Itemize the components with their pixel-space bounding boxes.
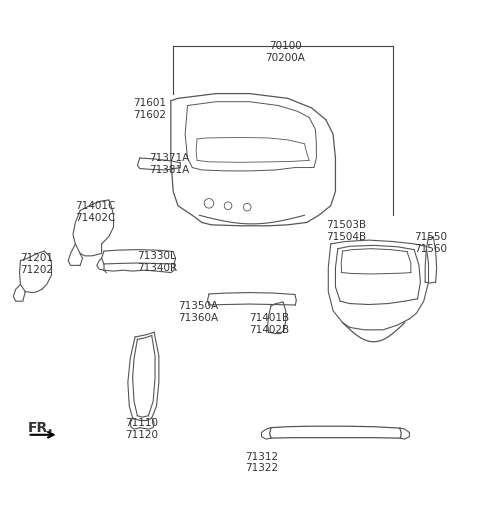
Text: 71401C
71402C: 71401C 71402C [75, 201, 116, 222]
Text: 70100
70200A: 70100 70200A [265, 41, 305, 63]
Text: 71350A
71360A: 71350A 71360A [178, 301, 218, 323]
Text: 71550
71560: 71550 71560 [414, 232, 447, 254]
Text: 71201
71202: 71201 71202 [21, 254, 53, 275]
Text: 71312
71322: 71312 71322 [245, 451, 278, 473]
Text: 71503B
71504B: 71503B 71504B [326, 220, 366, 241]
Text: 71601
71602: 71601 71602 [133, 98, 166, 120]
Text: 71401B
71402B: 71401B 71402B [250, 313, 289, 335]
Text: 71110
71120: 71110 71120 [125, 418, 158, 440]
Text: FR.: FR. [28, 421, 53, 434]
Text: 71330L
71340R: 71330L 71340R [137, 251, 178, 272]
Text: 71371A
71381A: 71371A 71381A [149, 153, 190, 175]
